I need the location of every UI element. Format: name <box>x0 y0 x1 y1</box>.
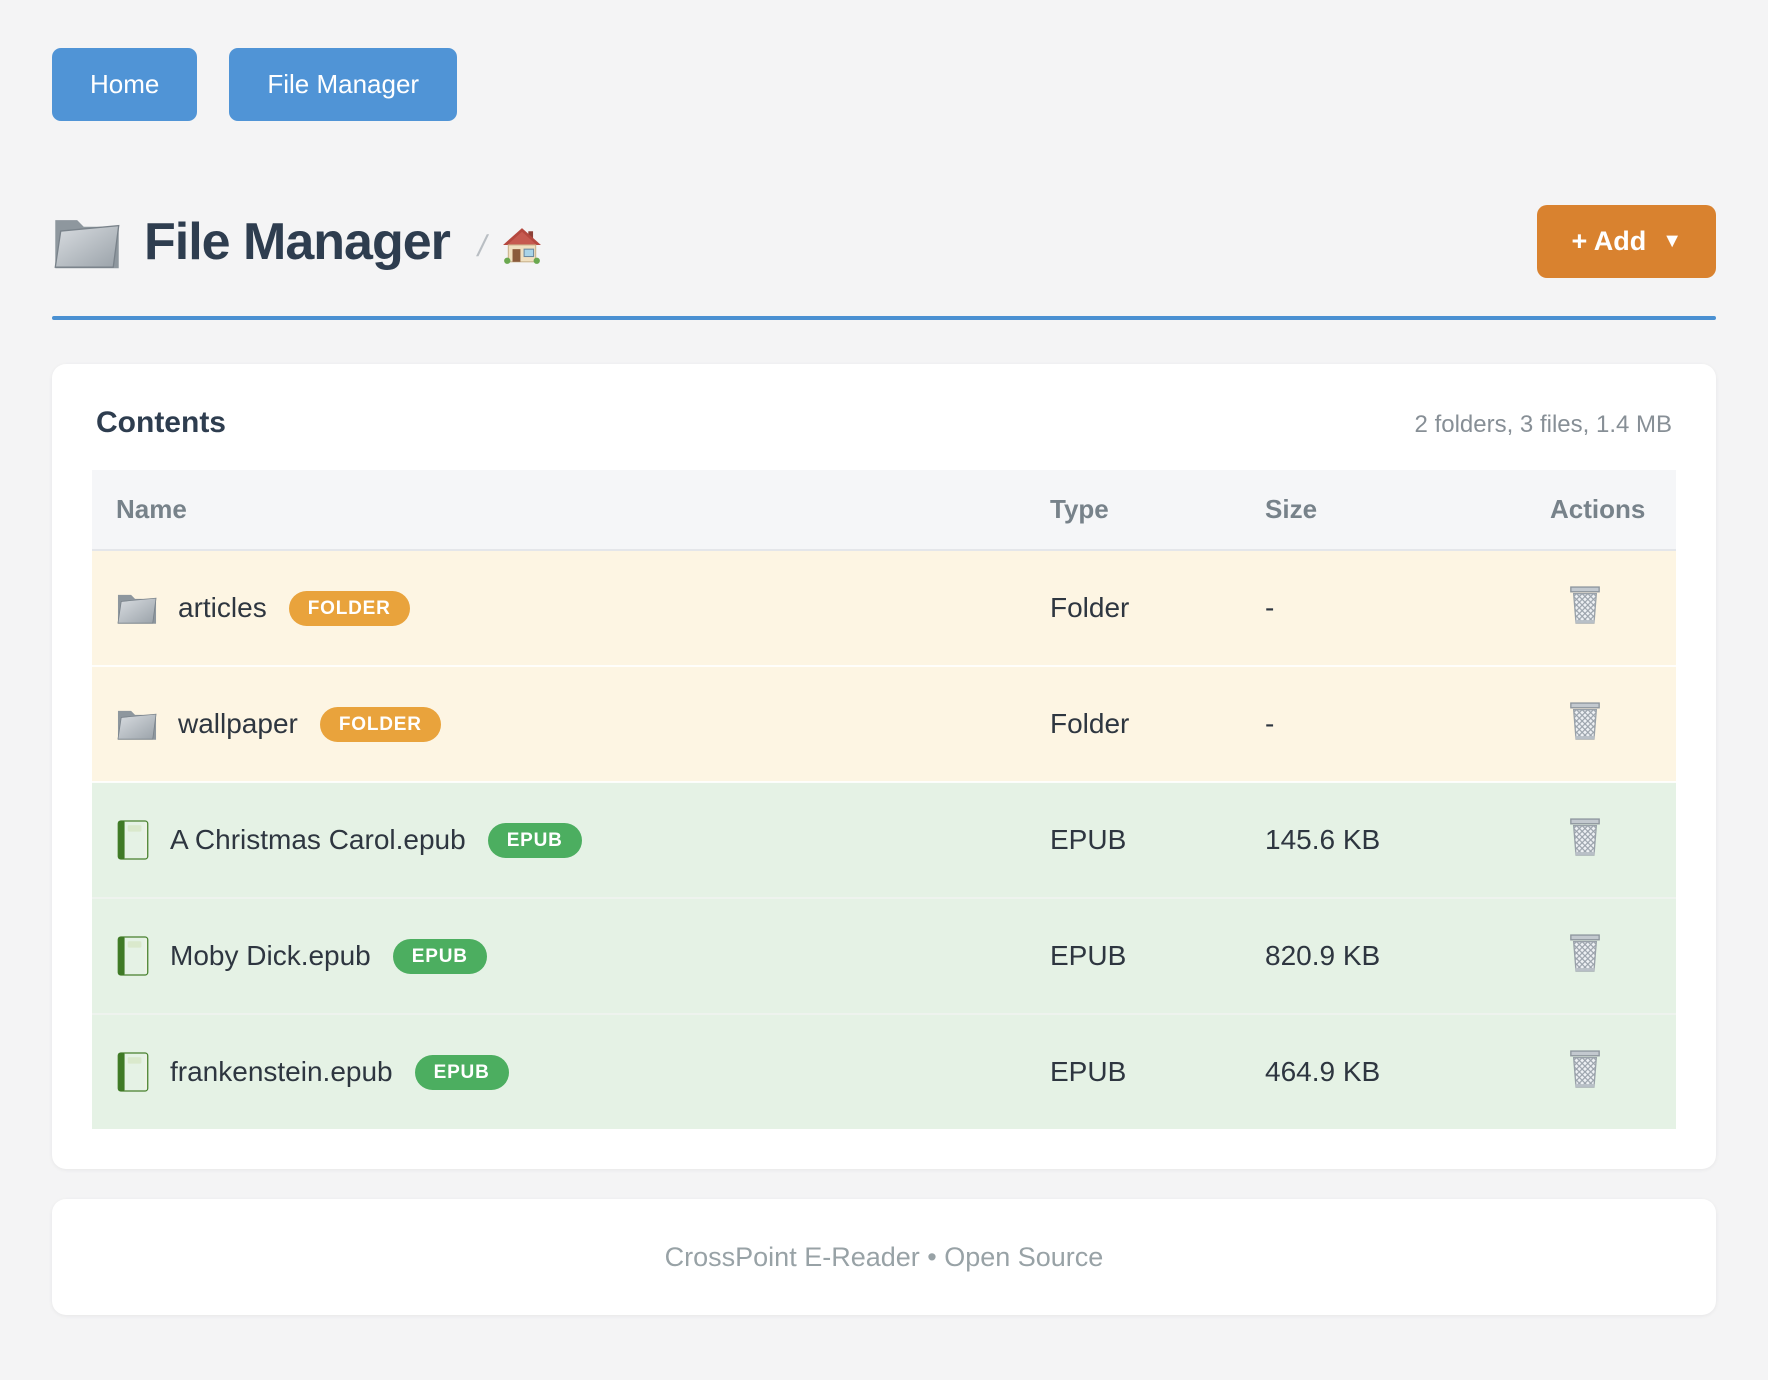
column-header-actions: Actions <box>1526 470 1676 551</box>
table-row[interactable]: A Christmas Carol.epub EPUB EPUB 145.6 K… <box>92 781 1676 898</box>
trash-icon <box>1568 933 1602 973</box>
contents-card: Contents 2 folders, 3 files, 1.4 MB Name… <box>52 364 1716 1169</box>
book-icon <box>116 1052 150 1092</box>
breadcrumb-separator: / <box>474 229 490 263</box>
book-icon <box>116 820 150 860</box>
delete-button[interactable] <box>1550 933 1602 973</box>
type-cell: Folder <box>1026 665 1241 782</box>
size-cell: 820.9 KB <box>1241 897 1526 1014</box>
type-badge: EPUB <box>392 938 487 974</box>
delete-button[interactable] <box>1550 817 1602 857</box>
file-name-link[interactable]: frankenstein.epub <box>170 1056 393 1087</box>
book-icon <box>116 936 150 976</box>
table-header-row: Name Type Size Actions <box>92 470 1676 551</box>
type-badge: EPUB <box>487 822 582 858</box>
type-badge: FOLDER <box>319 706 441 742</box>
table-row[interactable]: articles FOLDER Folder - <box>92 550 1676 666</box>
type-cell: Folder <box>1050 592 1130 623</box>
column-header-size: Size <box>1241 470 1526 551</box>
trash-icon <box>1568 817 1602 857</box>
page-title: File Manager <box>144 212 451 271</box>
type-badge: EPUB <box>414 1054 509 1090</box>
trash-icon <box>1568 585 1602 625</box>
delete-button[interactable] <box>1550 1049 1602 1089</box>
column-header-name: Name <box>92 470 1026 551</box>
type-cell: EPUB <box>1026 897 1241 1014</box>
type-cell: EPUB <box>1026 781 1241 898</box>
delete-button[interactable] <box>1550 585 1602 625</box>
card-header: Contents 2 folders, 3 files, 1.4 MB <box>92 406 1676 440</box>
add-button[interactable]: + Add ▼ <box>1537 205 1716 278</box>
table-row[interactable]: wallpaper FOLDER Folder - <box>92 665 1676 782</box>
header-divider <box>52 316 1716 320</box>
home-button[interactable]: Home <box>52 48 198 121</box>
file-manager-button[interactable]: File Manager <box>229 48 458 121</box>
footer-text: CrossPoint E-Reader • Open Source <box>664 1241 1104 1272</box>
contents-summary: 2 folders, 3 files, 1.4 MB <box>1414 411 1672 438</box>
table-row[interactable]: frankenstein.epub EPUB EPUB 464.9 KB <box>92 1013 1676 1129</box>
folder-icon <box>52 212 122 272</box>
file-name-link[interactable]: Moby Dick.epub <box>170 940 371 971</box>
add-button-label: + Add <box>1571 226 1647 256</box>
delete-button[interactable] <box>1550 701 1602 741</box>
file-name-link[interactable]: wallpaper <box>178 708 298 739</box>
size-cell: 145.6 KB <box>1241 781 1526 898</box>
file-table: Name Type Size Actions <box>92 470 1676 1129</box>
contents-title: Contents <box>96 406 226 439</box>
size-cell: - <box>1241 665 1526 782</box>
file-name-link[interactable]: A Christmas Carol.epub <box>170 824 466 855</box>
type-cell: EPUB <box>1026 1013 1241 1129</box>
caret-down-icon: ▼ <box>1662 230 1682 252</box>
table-row[interactable]: Moby Dick.epub EPUB EPUB 820.9 KB <box>92 897 1676 1014</box>
home-icon[interactable] <box>502 227 542 265</box>
file-table-body: articles FOLDER Folder - <box>92 550 1676 1129</box>
trash-icon <box>1568 701 1602 741</box>
column-header-type: Type <box>1026 470 1241 551</box>
top-nav: Home File Manager <box>52 48 1716 121</box>
folder-icon <box>116 706 158 742</box>
page-header: File Manager / + Add ▼ <box>52 205 1716 278</box>
size-cell: - <box>1265 592 1275 623</box>
trash-icon <box>1568 1049 1602 1089</box>
file-name-link[interactable]: articles <box>178 592 267 623</box>
title-wrap: File Manager / <box>52 212 542 272</box>
size-cell: 464.9 KB <box>1241 1013 1526 1129</box>
footer: CrossPoint E-Reader • Open Source <box>52 1199 1716 1315</box>
folder-icon <box>116 590 158 626</box>
type-badge: FOLDER <box>288 590 410 626</box>
